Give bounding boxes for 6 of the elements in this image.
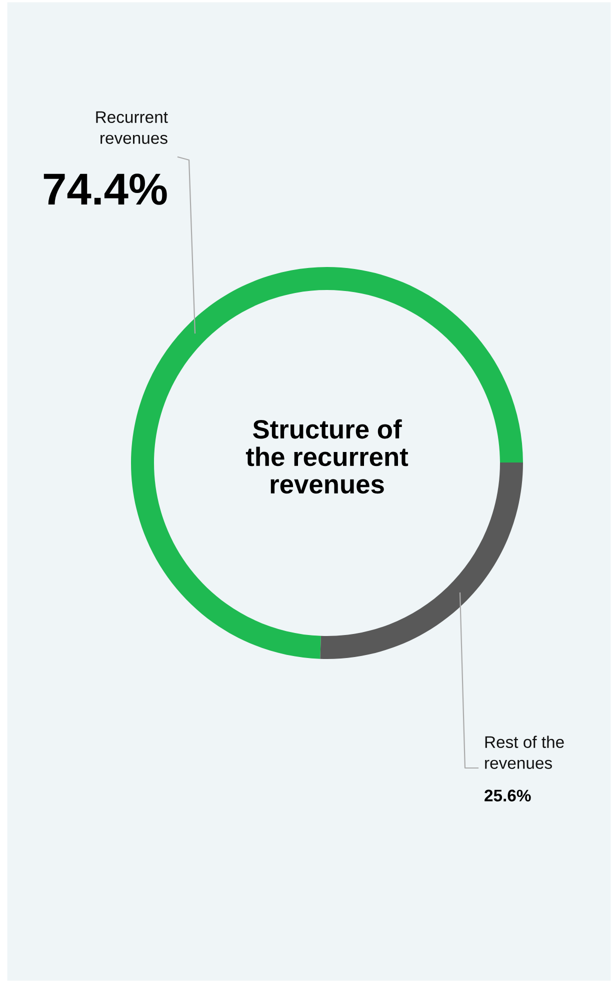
- donut-slice: [131, 267, 523, 659]
- slice-label: Rest of the revenues: [485, 736, 564, 769]
- data-label: 74.4%: [44, 174, 167, 205]
- data-label: 25.6%: [484, 790, 531, 802]
- slice-label: Recurrent revenues: [96, 111, 168, 144]
- text: Structure of the recurrent revenues: [246, 419, 408, 494]
